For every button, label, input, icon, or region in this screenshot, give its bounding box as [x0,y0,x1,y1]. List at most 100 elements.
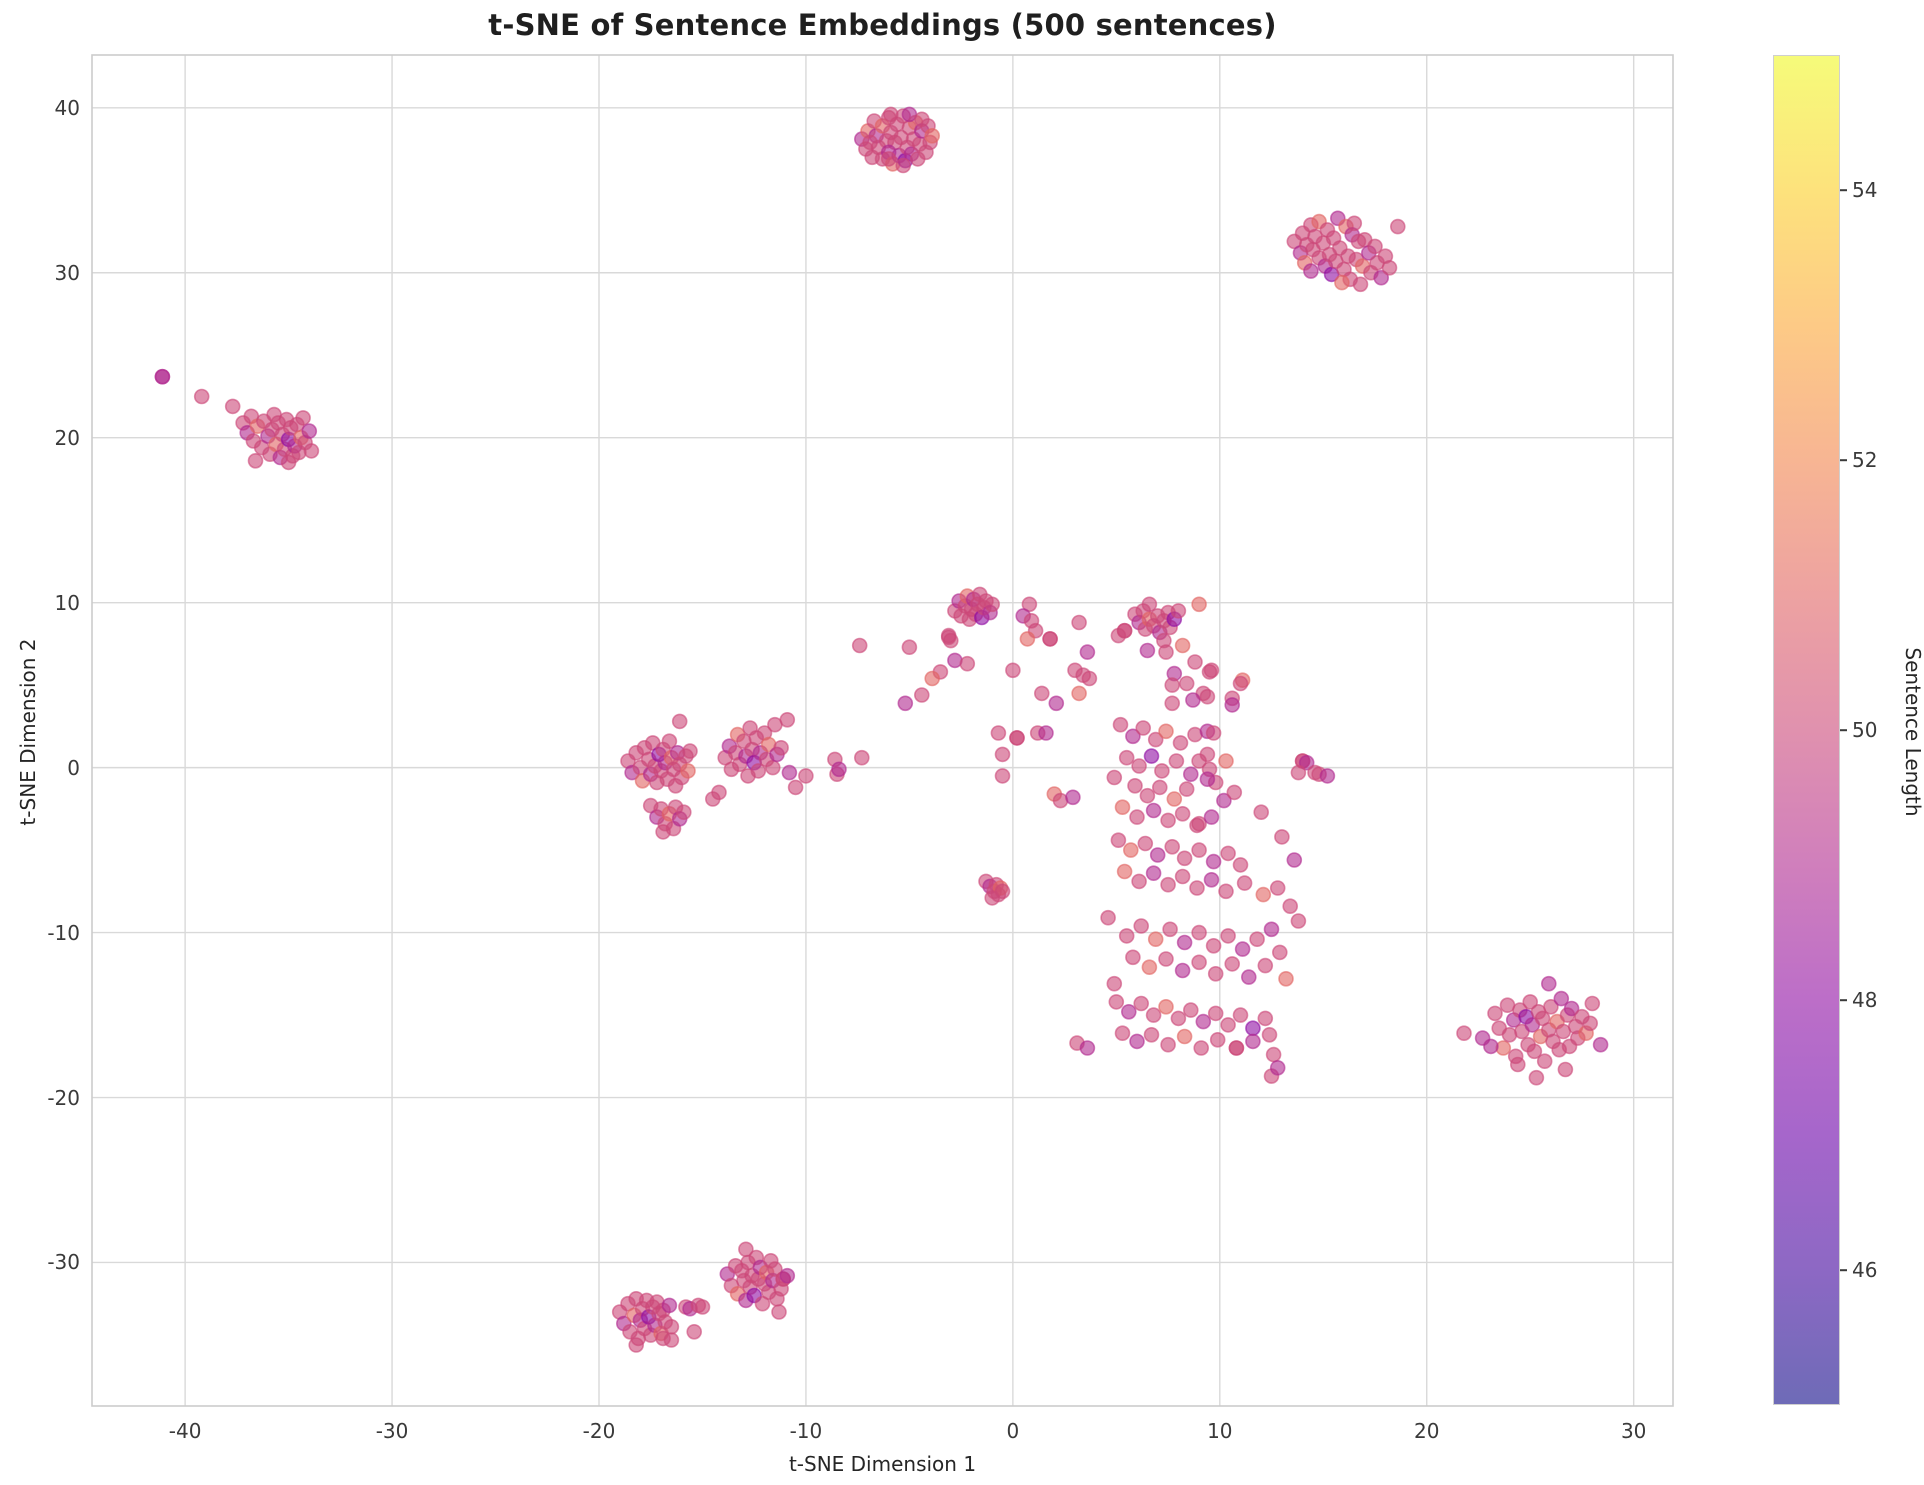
data-point [1116,622,1133,639]
data-point [1191,954,1207,971]
data-point [1147,731,1164,748]
data-point [661,733,678,750]
data-point [764,759,781,776]
data-point [1352,276,1369,293]
data-point [1265,1046,1282,1063]
data-point [1216,792,1232,809]
data-point [831,761,847,778]
data-point [913,687,930,703]
data-point [1218,753,1234,769]
data-point [1106,769,1123,786]
data-point [1557,1061,1574,1078]
colorbar-tick-label: 46 [1852,1258,1878,1282]
data-point [1592,1036,1609,1053]
data-point [1334,274,1350,291]
data-point [771,1304,787,1320]
data-point [1224,697,1240,713]
data-point [1367,238,1383,255]
data-point [1220,1017,1236,1033]
data-point [959,655,976,672]
data-point [1172,735,1189,751]
data-point [295,410,311,426]
data-point [247,452,264,469]
data-point [1187,654,1203,670]
data-point [1226,784,1243,801]
x-tick-label: -40 [168,1419,202,1443]
data-point [1245,1020,1261,1036]
data-point [1152,779,1168,796]
data-point [1205,937,1222,954]
data-point [1129,1033,1145,1050]
data-point [1543,998,1559,1015]
data-point [1164,695,1180,712]
data-point [1522,994,1538,1010]
data-point [1133,995,1149,1012]
data-point [1106,975,1123,992]
data-point [1125,949,1141,966]
data-point [1253,804,1269,821]
chart-title: t-SNE of Sentence Embeddings (500 senten… [488,8,1277,42]
data-point [1160,1036,1176,1053]
data-point [1274,829,1290,845]
data-point [1145,1007,1162,1023]
data-point [1207,1005,1224,1022]
data-point [1528,1069,1545,1086]
data-point [1174,962,1191,979]
data-point [1123,842,1139,858]
data-point [1220,845,1236,862]
data-point [1319,768,1336,784]
data-point [851,637,868,654]
data-point [1209,1032,1226,1048]
x-tick-label: 0 [1006,1419,1020,1443]
data-point [303,443,320,459]
data-point [1158,723,1174,740]
data-point [1189,817,1205,834]
x-tick-label: -20 [582,1419,616,1443]
data-point [1381,259,1398,276]
data-point [1176,850,1193,867]
data-point [1228,1040,1245,1056]
y-tick-label: 20 [54,425,80,450]
data-point [1176,934,1193,951]
data-point [224,398,241,415]
data-point [1176,1028,1193,1045]
data-point [1034,685,1050,702]
data-point [994,768,1011,784]
data-point [787,779,804,796]
data-point [1162,921,1178,938]
data-point [1118,749,1135,766]
data-point [984,596,1001,613]
data-point [1143,1027,1160,1043]
data-point [301,423,318,439]
data-point [1137,835,1154,852]
x-axis-label: t-SNE Dimension 1 [788,1452,977,1476]
data-point [1114,799,1131,816]
data-point [661,1297,678,1314]
data-point [1346,215,1363,232]
data-point [1582,1015,1598,1032]
data-point [680,763,696,779]
data-point [1373,269,1389,286]
data-point [1166,791,1183,807]
data-point [1205,853,1222,870]
data-point [1164,838,1180,855]
data-point [1241,969,1257,985]
data-point [1158,951,1174,967]
data-point [1191,924,1207,941]
data-point [779,711,796,728]
data-point [1483,1038,1499,1055]
data-point [798,768,814,784]
data-point [773,739,789,756]
data-point [1147,931,1164,948]
data-point [1191,753,1207,769]
data-point [1257,1010,1274,1027]
data-point [1170,1010,1187,1027]
data-point [1199,771,1216,788]
data-point [1174,805,1191,822]
data-point [901,639,918,656]
data-point [750,763,767,779]
data-point [1207,965,1224,982]
data-point [1158,998,1174,1015]
data-point [1205,725,1222,741]
data-point [1141,959,1158,976]
